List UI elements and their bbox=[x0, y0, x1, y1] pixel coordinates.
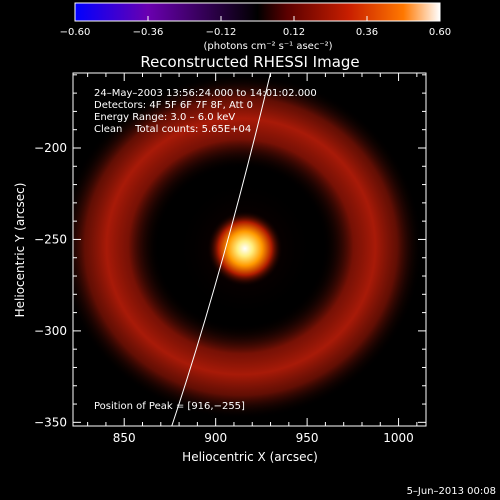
colorbar-tick-label: 0.36 bbox=[356, 27, 378, 38]
colorbar-tick-label: −0.36 bbox=[133, 27, 164, 38]
x-axis-ticks bbox=[87, 73, 418, 426]
chart-title: Reconstructed RHESSI Image bbox=[140, 53, 359, 71]
solar-limb-curve bbox=[171, 73, 272, 426]
peak-source bbox=[206, 210, 283, 287]
y-tick-label: −250 bbox=[34, 232, 67, 246]
y-axis-ticks bbox=[73, 74, 426, 423]
colorbar bbox=[74, 2, 441, 22]
colorbar-tick-label: −0.60 bbox=[60, 27, 91, 38]
image-area bbox=[73, 73, 426, 426]
colorbar-unit-label: (photons cm⁻² s⁻¹ asec⁻²) bbox=[203, 41, 332, 52]
peak-position-label: Position of Peak = [916,−255] bbox=[94, 401, 245, 412]
colorbar-tick-label: 0.12 bbox=[283, 27, 305, 38]
x-axis-label: Heliocentric X (arcsec) bbox=[182, 450, 318, 464]
x-tick-label: 1000 bbox=[383, 431, 414, 445]
x-tick-label: 950 bbox=[296, 431, 319, 445]
y-axis-label: Heliocentric Y (arcsec) bbox=[13, 183, 27, 318]
y-tick-label: −300 bbox=[34, 324, 67, 338]
colorbar-tick-label: 0.60 bbox=[429, 27, 451, 38]
x-tick-label: 900 bbox=[204, 431, 227, 445]
annotation-counts: Clean Total counts: 5.65E+04 bbox=[94, 124, 251, 135]
colorbar-tick-label: −0.12 bbox=[206, 27, 237, 38]
generation-date: 5–Jun–2013 00:08 bbox=[407, 486, 496, 497]
x-tick-label: 850 bbox=[113, 431, 136, 445]
annotation-time-range: 24–May–2003 13:56:24.000 to 14:01:02.000 bbox=[94, 88, 317, 99]
plot-frame bbox=[72, 72, 427, 427]
annotation-energy-range: Energy Range: 3.0 – 6.0 keV bbox=[94, 112, 235, 123]
annotation-detectors: Detectors: 4F 5F 6F 7F 8F, Att 0 bbox=[94, 100, 253, 111]
colorbar-ticks bbox=[74, 16, 441, 21]
y-tick-label: −200 bbox=[34, 141, 67, 155]
y-tick-label: −350 bbox=[34, 415, 67, 429]
